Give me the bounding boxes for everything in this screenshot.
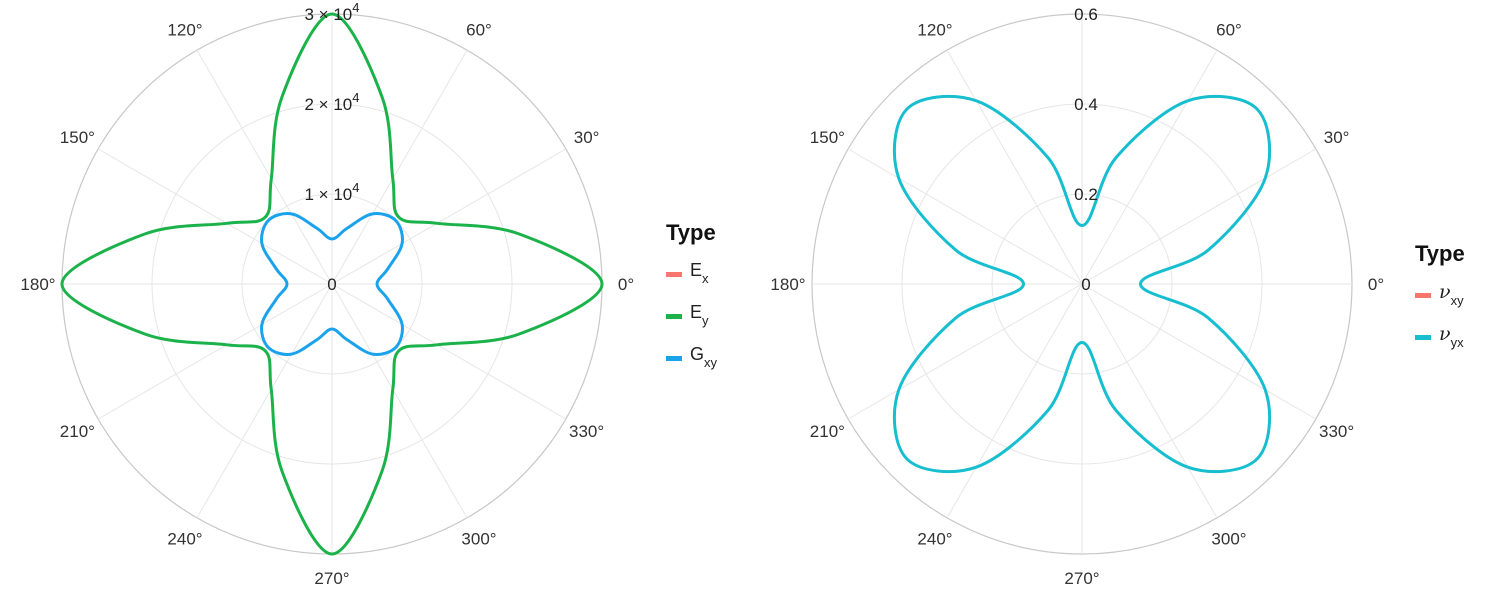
radial-tick-label: 2 × 104 xyxy=(305,90,360,114)
grid-spoke xyxy=(331,283,468,519)
angle-tick-label: 210° xyxy=(810,422,845,441)
legend-swatch xyxy=(666,314,682,319)
grid-spoke xyxy=(97,148,333,285)
grid-spoke xyxy=(331,148,567,285)
grid-spoke xyxy=(847,283,1083,420)
radial-tick-label: 0.6 xyxy=(1074,5,1098,24)
radial-tick-label: 3 × 104 xyxy=(305,0,360,24)
grid-spoke xyxy=(946,283,1083,519)
legend-left: Type Ex Ey Gxy xyxy=(666,220,718,386)
angle-tick-label: 30° xyxy=(1324,128,1350,147)
angle-tick-label: 330° xyxy=(1319,422,1354,441)
polar-chart-right: 0° 30° 60° 120° 150° 180° 210° 240° 270° 300° 330°… xyxy=(750,0,1500,600)
radial-tick-label: 1 × 104 xyxy=(305,180,360,204)
angle-tick-label: 60° xyxy=(466,20,492,39)
radial-tick-label: 0.4 xyxy=(1074,95,1098,114)
legend-item-nu-yx: νyx xyxy=(1415,323,1465,365)
legend-title: Type xyxy=(1415,241,1465,266)
radial-tick-label: 0.2 xyxy=(1074,185,1098,204)
angle-tick-label: 120° xyxy=(917,20,952,39)
angle-tick-label: 120° xyxy=(167,20,202,39)
grid-spoke xyxy=(331,283,567,420)
series-line xyxy=(60,12,604,556)
radial-tick-label: 0 xyxy=(327,275,336,294)
angle-tick-label: 150° xyxy=(810,128,845,147)
legend-label: Ex xyxy=(690,260,709,286)
angle-tick-label: 270° xyxy=(314,569,349,588)
radial-tick-label: 0 xyxy=(1081,275,1090,294)
polar-plot-right: 0° 30° 60° 120° 150° 180° 210° 240° 270° 300° 330°… xyxy=(770,5,1384,588)
legend-right: Type νxy νyx xyxy=(1415,241,1465,365)
angle-tick-label: 300° xyxy=(461,530,496,549)
angle-tick-label: 270° xyxy=(1064,569,1099,588)
grid-spoke xyxy=(946,49,1083,285)
angle-tick-label: 180° xyxy=(20,275,55,294)
grid-spoke xyxy=(97,283,333,420)
grid-spoke xyxy=(847,148,1083,285)
grid-spoke xyxy=(1081,148,1317,285)
legend-label: νyx xyxy=(1439,323,1464,350)
legend-title: Type xyxy=(666,220,716,245)
legend-item-ey: Ey xyxy=(666,302,716,344)
angle-tick-label: 60° xyxy=(1216,20,1242,39)
angle-tick-label: 0° xyxy=(1368,275,1384,294)
angle-tick-label: 240° xyxy=(167,530,202,549)
polar-chart-left: 0° 30° 60° 120° 150° 180° 210° 240° 270° 300° 330°… xyxy=(20,0,718,588)
angle-tick-label: 180° xyxy=(770,275,805,294)
legend-swatch xyxy=(1415,335,1431,340)
legend-swatch xyxy=(666,272,682,277)
angle-tick-label: 240° xyxy=(917,530,952,549)
grid-spoke xyxy=(1081,283,1218,519)
angle-tick-label: 300° xyxy=(1211,530,1246,549)
polar-plot-left: 0° 30° 60° 120° 150° 180° 210° 240° 270° 300° 330°… xyxy=(20,0,634,588)
series-line xyxy=(260,212,404,356)
angle-tick-label: 330° xyxy=(569,422,604,441)
grid-spoke xyxy=(1081,49,1218,285)
series-line xyxy=(892,94,1272,474)
angle-tick-label: 30° xyxy=(574,128,600,147)
legend-item-ex: Ex xyxy=(666,260,716,302)
legend-swatch xyxy=(666,356,682,361)
legend-label: Ey xyxy=(690,302,709,328)
grid-spoke xyxy=(1081,283,1317,420)
grid-spoke xyxy=(196,283,333,519)
legend-swatch xyxy=(1415,293,1431,298)
legend-item-gxy: Gxy xyxy=(666,344,718,386)
grid-spoke xyxy=(331,49,468,285)
legend-label: νxy xyxy=(1439,281,1464,308)
angle-tick-label: 210° xyxy=(60,422,95,441)
grid-spoke xyxy=(196,49,333,285)
angle-tick-label: 150° xyxy=(60,128,95,147)
angle-tick-label: 0° xyxy=(618,275,634,294)
legend-label: Gxy xyxy=(690,344,718,370)
legend-item-nu-xy: νxy xyxy=(1415,281,1465,323)
